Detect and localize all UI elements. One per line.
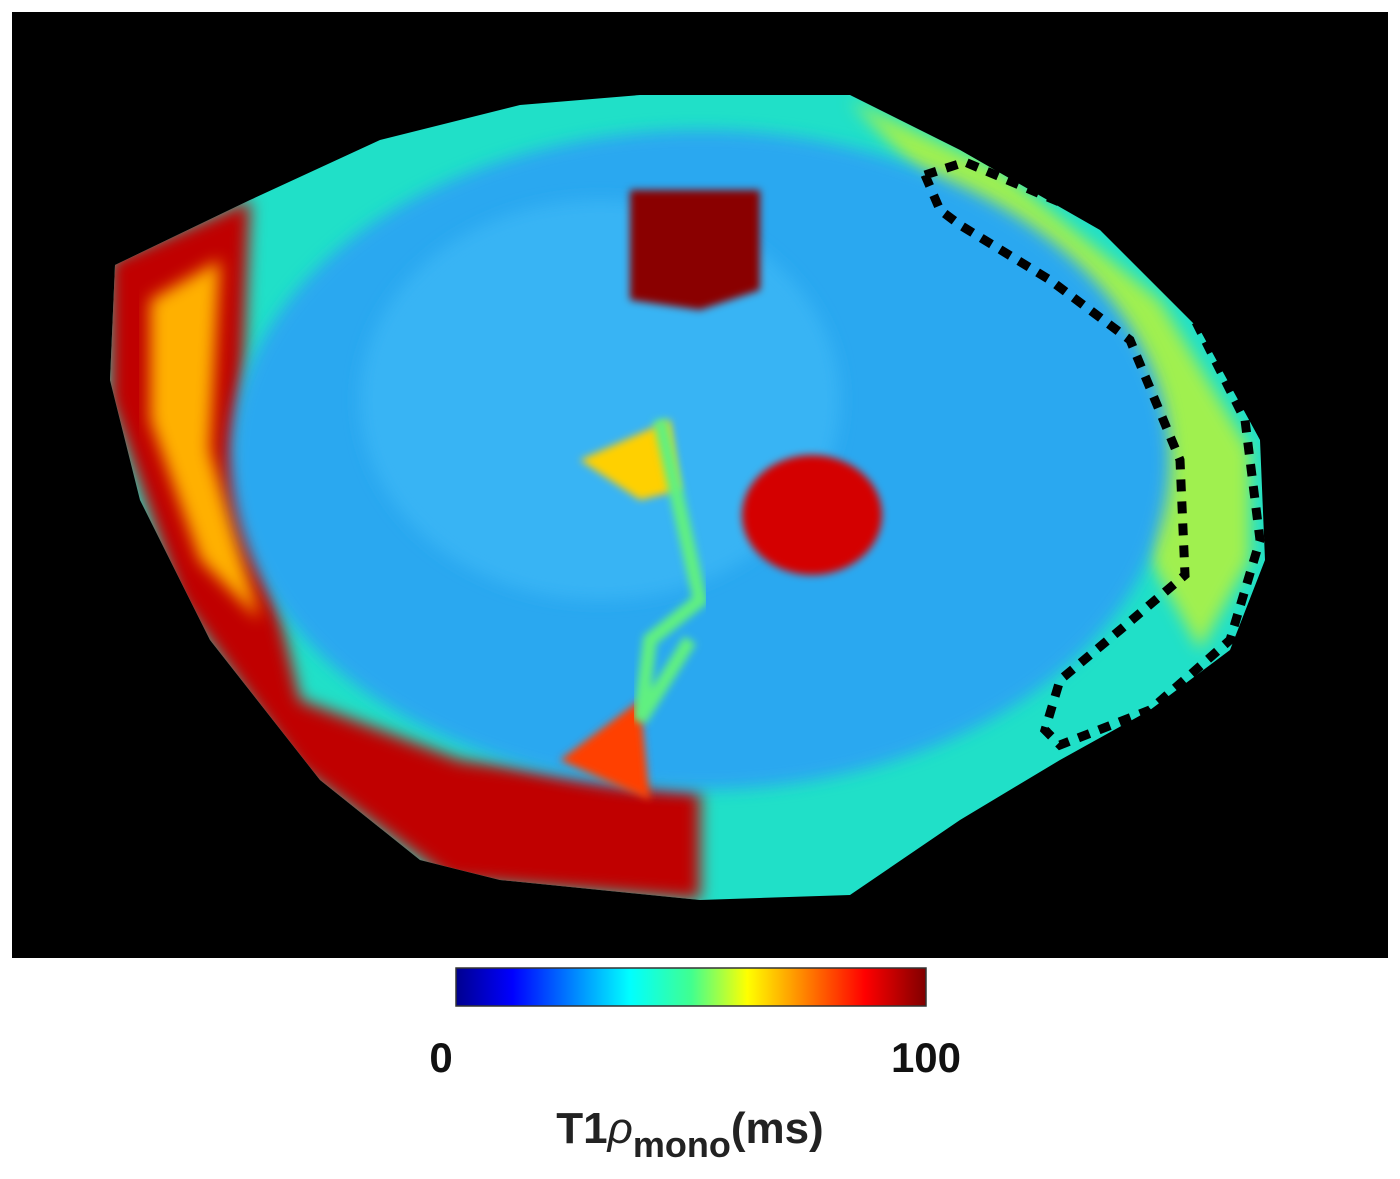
colorbar	[455, 967, 927, 1007]
label-symbol: ρ	[606, 1104, 633, 1153]
t1rho-map	[110, 95, 1265, 900]
label-main: T1	[556, 1104, 607, 1153]
label-unit: (ms)	[731, 1104, 824, 1153]
colorbar-label: T1ρmono(ms)	[556, 1104, 823, 1165]
colorbar-tick-label: 100	[891, 1034, 961, 1081]
label-subscript: mono	[633, 1124, 731, 1165]
colorbar-tick-label: 0	[429, 1034, 452, 1081]
roi-outline	[918, 157, 1265, 751]
colorbar-ticks: 0 100	[429, 1034, 961, 1081]
